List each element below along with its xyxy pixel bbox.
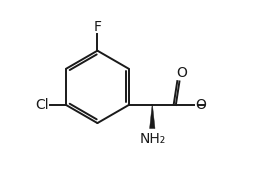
- Text: NH₂: NH₂: [139, 132, 165, 146]
- Text: O: O: [177, 66, 188, 80]
- Text: Cl: Cl: [35, 98, 49, 112]
- Text: O: O: [195, 98, 206, 112]
- Polygon shape: [150, 105, 155, 129]
- Text: F: F: [93, 20, 101, 34]
